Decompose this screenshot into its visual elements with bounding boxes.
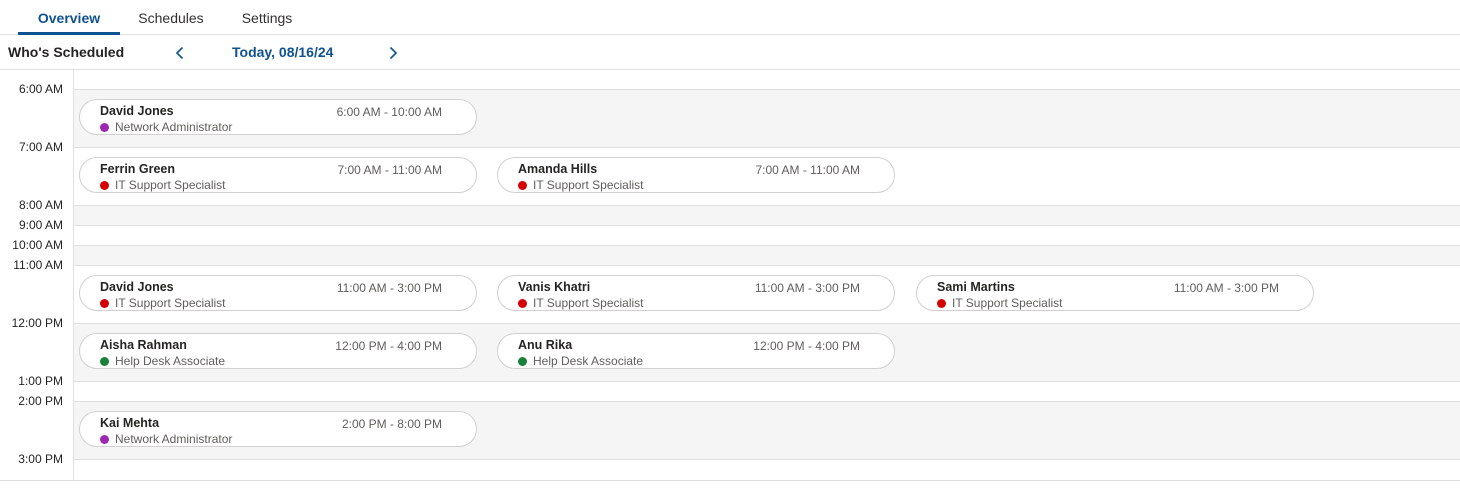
chevron-right-icon [389,46,398,60]
time-label: 3:00 PM [18,452,63,466]
role-color-dot [100,122,109,132]
employee-name: Amanda Hills [518,162,598,176]
shift-time: 12:00 PM - 4:00 PM [335,339,442,353]
time-label: 1:00 PM [18,374,63,388]
employee-name: Ferrin Green [100,162,176,176]
role-color-dot [937,298,946,308]
tab-settings[interactable]: Settings [241,10,293,26]
role-label: IT Support Specialist [518,178,644,192]
shift-time: 12:00 PM - 4:00 PM [753,339,860,353]
role-color-dot [100,356,109,366]
time-label: 6:00 AM [18,82,63,96]
time-slot-10am [74,245,1460,265]
role-color-dot [100,180,109,190]
time-label: 9:00 AM [18,218,63,232]
time-label: 7:00 AM [18,140,63,154]
role-name: Network Administrator [115,120,233,134]
time-label: 2:00 PM [18,394,63,408]
role-color-dot [100,298,109,308]
role-color-dot [100,434,109,444]
schedule-header: Who's Scheduled Today, 08/16/24 [0,35,1460,70]
role-label: Network Administrator [100,120,232,134]
time-slot-8am [74,205,1460,225]
role-color-dot [518,298,527,308]
time-column-divider [73,70,74,480]
role-name: IT Support Specialist [115,296,226,310]
time-label: 12:00 PM [11,316,63,330]
shift-card[interactable]: David Jones 11:00 AM - 3:00 PM IT Suppor… [79,275,477,311]
time-label: 10:00 AM [12,238,63,252]
tab-overview[interactable]: Overview [18,0,120,35]
shift-card[interactable]: Vanis Khatri 11:00 AM - 3:00 PM IT Suppo… [497,275,895,311]
time-slot-1pm [74,381,1460,401]
employee-name: David Jones [100,104,174,118]
current-date[interactable]: Today, 08/16/24 [232,44,334,60]
shift-time: 7:00 AM - 11:00 AM [755,163,860,177]
employee-name: Sami Martins [937,280,1015,294]
role-label: IT Support Specialist [518,296,644,310]
shift-card[interactable]: Aisha Rahman 12:00 PM - 4:00 PM Help Des… [79,333,477,369]
time-slot-3pm [74,459,1460,480]
time-label: 8:00 AM [18,198,63,212]
employee-name: David Jones [100,280,174,294]
tab-bar: Overview Schedules Settings [0,0,1460,35]
role-label: Help Desk Associate [100,354,225,368]
role-name: IT Support Specialist [533,296,644,310]
shift-card[interactable]: Kai Mehta 2:00 PM - 8:00 PM Network Admi… [79,411,477,447]
role-label: Network Administrator [100,432,232,446]
role-color-dot [518,356,527,366]
shift-time: 7:00 AM - 11:00 AM [337,163,442,177]
role-name: IT Support Specialist [115,178,226,192]
role-name: Help Desk Associate [533,354,644,368]
shift-card[interactable]: Anu Rika 12:00 PM - 4:00 PM Help Desk As… [497,333,895,369]
role-label: IT Support Specialist [100,178,226,192]
role-name: Help Desk Associate [115,354,226,368]
role-label: Help Desk Associate [518,354,643,368]
role-name: Network Administrator [115,432,233,446]
shift-card[interactable]: Amanda Hills 7:00 AM - 11:00 AM IT Suppo… [497,157,895,193]
shift-time: 11:00 AM - 3:00 PM [1173,281,1279,295]
shift-card[interactable]: Sami Martins 11:00 AM - 3:00 PM IT Suppo… [916,275,1314,311]
role-label: IT Support Specialist [100,296,226,310]
timeline-bottom-border [0,480,1460,481]
section-title: Who's Scheduled [8,44,125,60]
role-color-dot [518,180,527,190]
time-label: 11:00 AM [13,258,63,272]
shift-time: 6:00 AM - 10:00 AM [336,105,442,119]
next-day-button[interactable] [385,45,401,61]
employee-name: Vanis Khatri [518,280,591,294]
shift-card[interactable]: Ferrin Green 7:00 AM - 11:00 AM IT Suppo… [79,157,477,193]
shift-card[interactable]: David Jones 6:00 AM - 10:00 AM Network A… [79,99,477,135]
employee-name: Anu Rika [518,338,573,352]
shift-time: 11:00 AM - 3:00 PM [754,281,860,295]
role-label: IT Support Specialist [937,296,1063,310]
previous-day-button[interactable] [172,45,188,61]
employee-name: Aisha Rahman [100,338,187,352]
schedule-timeline: 6:00 AM 7:00 AM 8:00 AM 9:00 AM 10:00 AM… [0,70,1460,481]
shift-time: 2:00 PM - 8:00 PM [341,417,442,431]
role-name: IT Support Specialist [952,296,1063,310]
tab-schedules[interactable]: Schedules [138,10,204,26]
time-slot-9am [74,225,1460,245]
role-name: IT Support Specialist [533,178,644,192]
shift-time: 11:00 AM - 3:00 PM [336,281,442,295]
chevron-left-icon [175,46,184,60]
employee-name: Kai Mehta [100,416,160,430]
